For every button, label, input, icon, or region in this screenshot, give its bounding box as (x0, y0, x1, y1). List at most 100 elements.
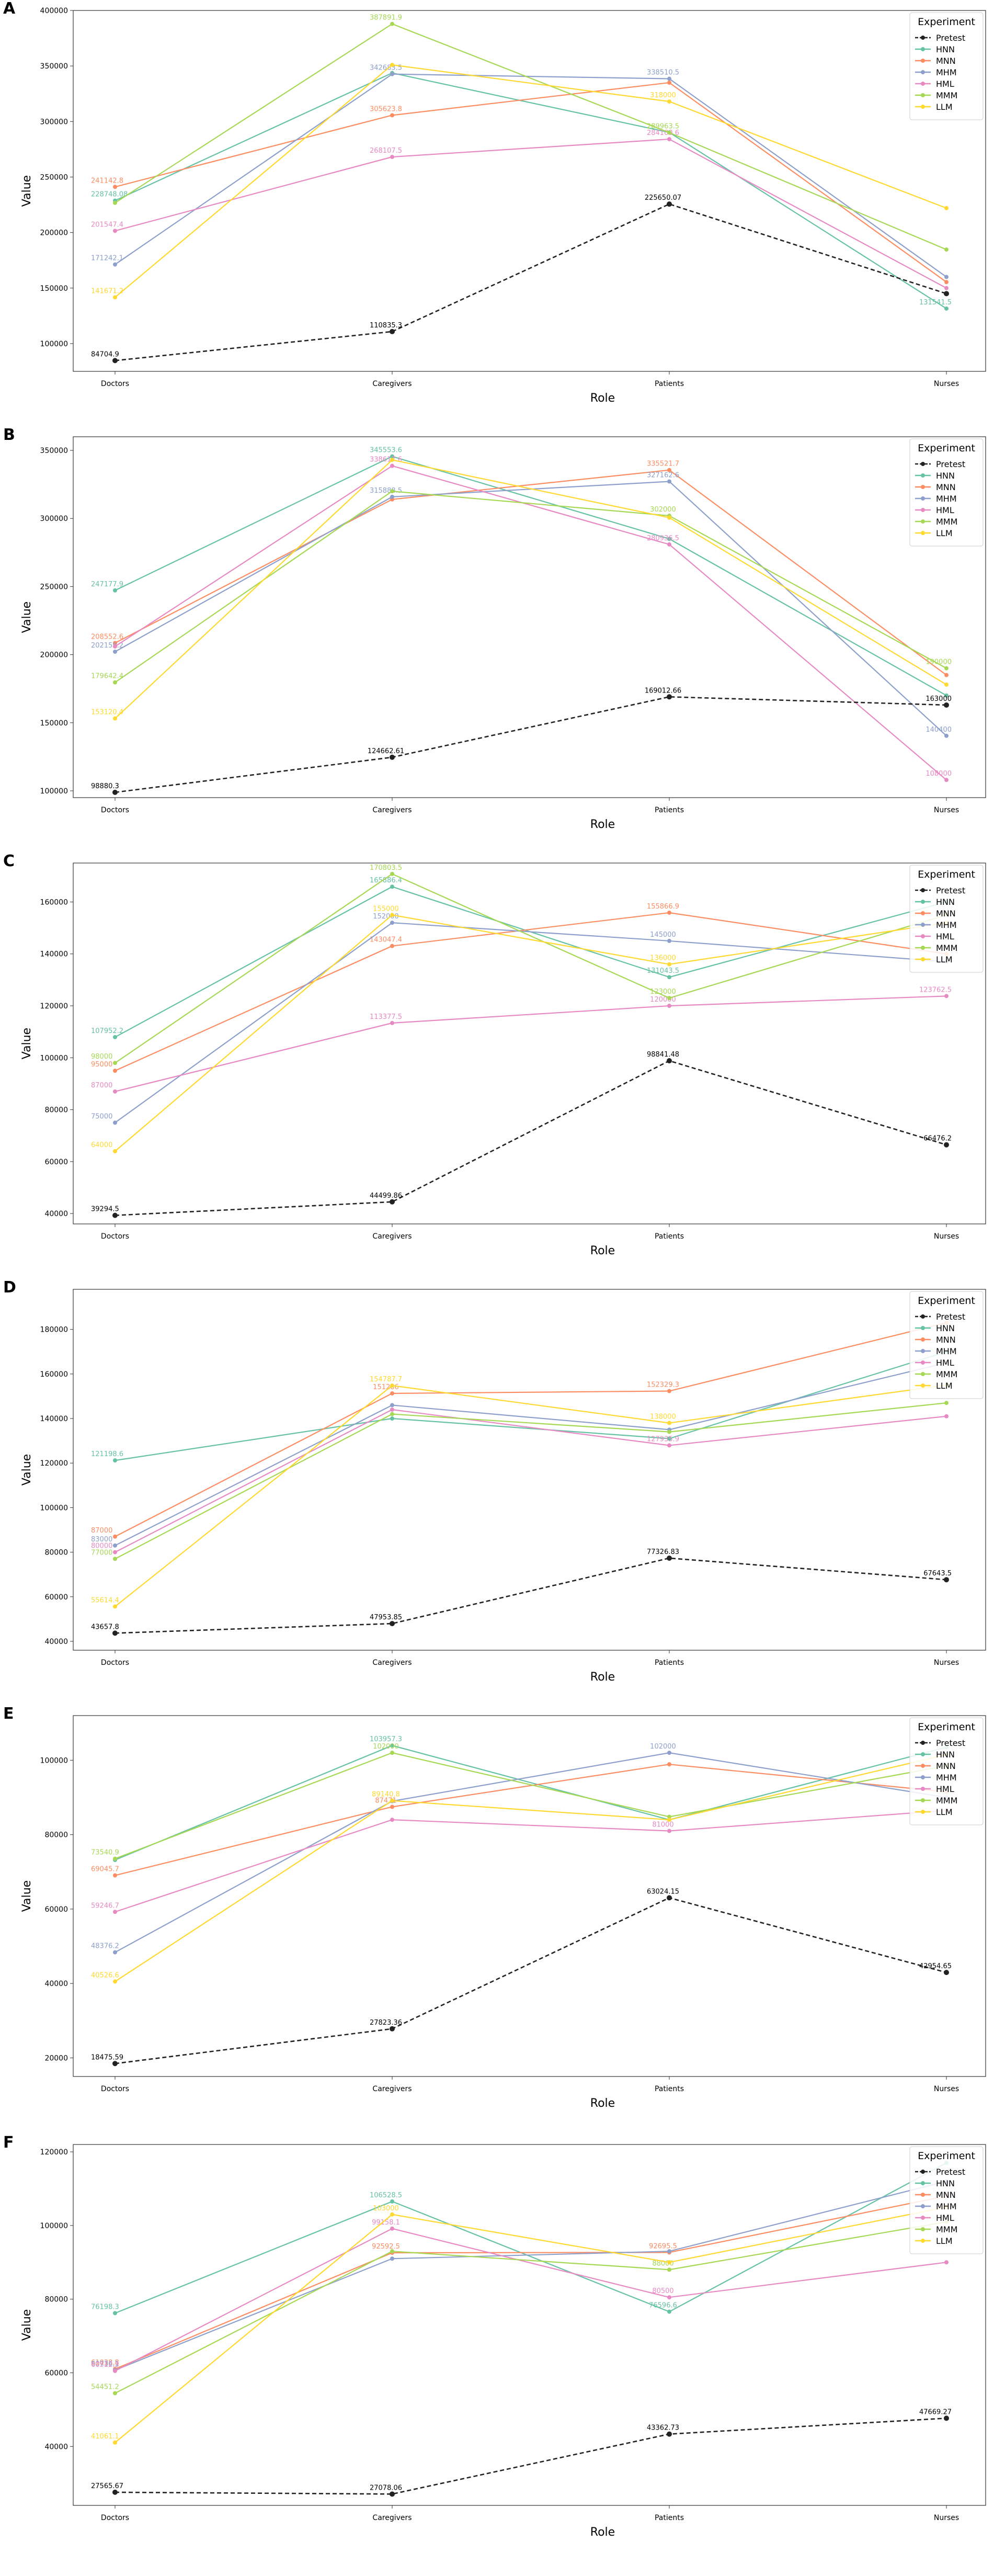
data-label: 225650.07 (645, 194, 681, 202)
data-label: 241142.8 (91, 177, 123, 185)
series-line-pretest (115, 696, 947, 793)
y-tick-label: 60000 (44, 1593, 68, 1602)
data-point-pretest (112, 789, 118, 795)
data-label: 202159.2 (91, 642, 123, 650)
data-point-pretest (944, 1142, 949, 1148)
data-label: 110835.3 (370, 322, 402, 330)
data-label: 141671.2 (91, 287, 123, 295)
data-point-hnn (390, 1743, 394, 1748)
data-label: 61038.8 (91, 2359, 119, 2367)
data-point-hml (390, 1020, 394, 1025)
data-point-hml (113, 644, 117, 649)
data-point-hml (667, 1829, 671, 1833)
data-point-mnn (667, 910, 671, 915)
x-tick-label: Doctors (101, 2085, 129, 2093)
data-label: 84704.9 (91, 350, 119, 358)
data-label: 284100.6 (647, 129, 679, 137)
x-tick-label: Nurses (934, 1232, 959, 1241)
data-point-mnn (944, 673, 949, 677)
legend-marker (921, 2181, 925, 2185)
series-line-llm (115, 64, 947, 298)
data-label: 95000 (91, 1061, 112, 1069)
data-point-llm (667, 99, 671, 104)
data-label: 165886.4 (370, 877, 402, 884)
series-line-pretest (115, 1060, 947, 1216)
x-tick-label: Nurses (934, 1659, 959, 1667)
y-tick-label: 40000 (44, 1638, 68, 1646)
data-label: 387891.9 (370, 14, 402, 22)
legend-marker (921, 519, 925, 524)
legend-marker (921, 946, 925, 950)
data-point-hml (390, 1408, 394, 1412)
series-line-pretest (115, 2418, 947, 2495)
panel-letter: E (3, 1705, 14, 1723)
data-label: 43657.8 (91, 1623, 119, 1631)
data-label: 131043.5 (647, 967, 679, 975)
x-tick-label: Nurses (934, 380, 959, 388)
series-line-pretest (115, 1897, 947, 2064)
legend-marker (921, 473, 925, 478)
data-point-llm (390, 2212, 394, 2217)
legend-box (909, 2146, 984, 2254)
legend-entry: MNN (936, 56, 956, 66)
plot-area (73, 1715, 986, 2077)
legend-marker (921, 2170, 925, 2174)
panel-d: D 40000 60000 80000 100000 120000 140000 160000… (3, 1278, 986, 1684)
series-line-pretest (115, 1557, 947, 1634)
data-label: 87000 (91, 1082, 112, 1090)
y-tick-label: 60000 (44, 2369, 68, 2378)
data-label: 228748.08 (91, 191, 128, 199)
data-point-hml (667, 1004, 671, 1008)
data-label: 80500 (652, 2287, 673, 2295)
data-point-pretest (390, 1199, 395, 1205)
data-point-mmm (390, 21, 394, 26)
series-line-mhm (115, 1752, 947, 1953)
y-tick-label: 350000 (40, 62, 68, 71)
data-label: 155000 (373, 905, 399, 913)
legend-entry: MMM (936, 517, 957, 527)
data-point-mhm (390, 72, 394, 76)
legend-title: Experiment (918, 2150, 975, 2162)
legend-entry: MMM (936, 1369, 957, 1379)
data-label: 305623.8 (370, 105, 402, 113)
data-label: 48376.2 (91, 1943, 119, 1950)
legend-entry: HNN (936, 44, 955, 54)
data-point-pretest (667, 694, 672, 700)
data-point-llm (390, 913, 394, 917)
series-line-hml (115, 465, 947, 780)
data-point-mmm (667, 996, 671, 1001)
legend-marker (921, 888, 925, 892)
legend-marker (921, 1764, 925, 1768)
data-point-hml (113, 1910, 117, 1914)
x-tick-label: Caregivers (372, 2085, 412, 2093)
data-label: 190000 (926, 659, 952, 666)
data-label: 76596.6 (649, 2302, 677, 2310)
data-label: 127935.9 (647, 1435, 679, 1443)
legend-entry: MNN (936, 1761, 956, 1771)
data-point-hnn (944, 306, 949, 311)
y-tick-label: 120000 (40, 1002, 68, 1011)
data-label: 69045.7 (91, 1866, 119, 1874)
data-point-mhm (667, 2249, 671, 2254)
x-tick-label: Patients (655, 806, 684, 814)
data-label: 102000 (373, 1743, 399, 1751)
legend-entry: Pretest (936, 459, 965, 469)
x-tick-label: Doctors (101, 1232, 129, 1241)
data-point-mmm (390, 2249, 394, 2254)
data-point-mmm (390, 1751, 394, 1755)
legend-entry: MNN (936, 482, 956, 492)
data-label: 124662.61 (368, 747, 404, 755)
data-point-mnn (667, 1762, 671, 1767)
series-line-mnn (115, 469, 947, 676)
x-tick-label: Doctors (101, 806, 129, 814)
legend-entry: LLM (936, 2236, 953, 2246)
data-point-mhm (390, 2256, 394, 2261)
y-tick-label: 80000 (44, 2296, 68, 2304)
data-label: 42954.65 (919, 1962, 952, 1970)
data-label: 92695.5 (649, 2242, 677, 2250)
x-tick-label: Caregivers (372, 380, 412, 388)
legend-entry: HML (936, 79, 954, 89)
legend-marker (921, 2227, 925, 2231)
data-point-mhm (390, 1403, 394, 1408)
y-tick-label: 300000 (40, 118, 68, 126)
